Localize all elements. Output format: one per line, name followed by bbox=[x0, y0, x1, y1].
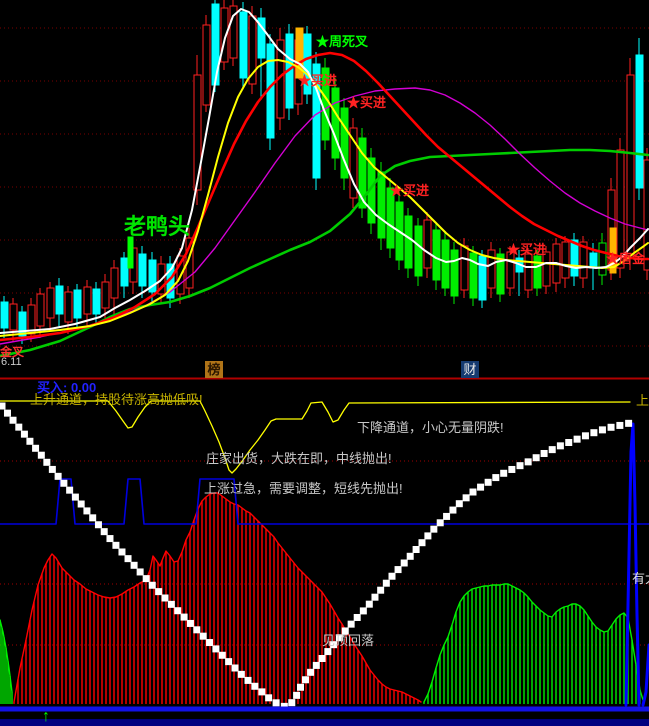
message-top-fall: 见顶回落 bbox=[322, 633, 375, 648]
signal-annotation: 老鸭头 bbox=[124, 214, 191, 239]
gold-cross-label: 金叉 bbox=[0, 345, 25, 359]
message-falling-channel: 下降通道，小心无量阴跌! bbox=[357, 420, 504, 435]
price-axis-label: 6.11 bbox=[1, 356, 22, 368]
signal-annotation: ★买进 bbox=[298, 73, 338, 88]
message-dealer-exit: 庄家出货，大跌在即，中线抛出! bbox=[206, 451, 392, 466]
buy-status-label: 买入: 0.00 bbox=[37, 380, 97, 395]
message-clipped-top-right: 上升 bbox=[636, 394, 649, 408]
signal-annotation: ★买进 bbox=[507, 242, 547, 257]
signal-annotation: ★唐金 bbox=[606, 251, 646, 266]
message-overheat: 上涨过急，需要调整，短线先抛出! bbox=[204, 481, 403, 496]
divider-badge-bang[interactable]: 榜 bbox=[205, 361, 223, 378]
divider-badge-cai[interactable]: 财 bbox=[461, 361, 479, 378]
signal-annotation: ★周死叉 bbox=[316, 34, 369, 49]
message-rising-channel: 上升通道，持股待涨高抛低吸! bbox=[30, 393, 203, 406]
signal-annotation: ★买进 bbox=[347, 95, 387, 110]
signal-annotation: ↑ bbox=[42, 708, 50, 725]
message-clipped-right: 有大 bbox=[632, 572, 649, 586]
signal-annotation: ★买进 bbox=[390, 183, 430, 198]
